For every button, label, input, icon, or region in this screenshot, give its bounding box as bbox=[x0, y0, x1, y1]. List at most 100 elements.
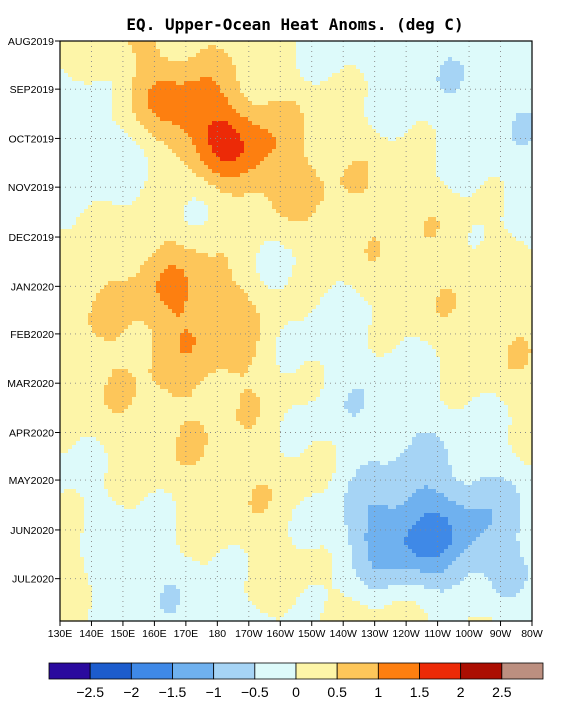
heat-cell bbox=[208, 69, 213, 74]
heat-cell bbox=[224, 121, 229, 126]
heat-cell bbox=[376, 137, 381, 142]
heat-cell bbox=[180, 165, 185, 170]
heat-cell bbox=[328, 85, 333, 90]
heat-cell bbox=[132, 201, 137, 206]
heat-cell bbox=[400, 137, 405, 142]
heat-cell bbox=[180, 101, 185, 106]
heat-cell bbox=[304, 49, 309, 54]
heat-cell bbox=[152, 105, 157, 110]
heat-cell bbox=[308, 101, 313, 106]
heat-cell bbox=[264, 69, 269, 74]
heat-cell bbox=[96, 205, 101, 210]
heat-cell bbox=[396, 61, 401, 66]
heat-cell bbox=[524, 145, 529, 150]
heat-cell bbox=[224, 177, 229, 182]
heat-cell bbox=[312, 57, 317, 62]
heat-cell bbox=[524, 49, 529, 54]
heat-cell bbox=[120, 65, 125, 70]
heat-cell bbox=[220, 89, 225, 94]
heat-cell bbox=[428, 113, 433, 118]
heat-cell bbox=[436, 97, 441, 102]
heat-cell bbox=[268, 153, 273, 158]
heat-cell bbox=[216, 101, 221, 106]
heat-cell bbox=[108, 113, 113, 118]
heat-cell bbox=[228, 181, 233, 186]
heat-cell bbox=[472, 173, 477, 178]
heat-cell bbox=[488, 129, 493, 134]
heat-cell bbox=[336, 161, 341, 166]
heat-cell bbox=[324, 145, 329, 150]
heat-cell bbox=[136, 173, 141, 178]
heat-cell bbox=[348, 129, 353, 134]
heat-cell bbox=[216, 57, 221, 62]
heat-cell bbox=[132, 165, 137, 170]
heat-cell bbox=[476, 45, 481, 50]
heat-cell bbox=[428, 49, 433, 54]
heat-cell bbox=[164, 173, 169, 178]
heat-cell bbox=[64, 189, 69, 194]
heat-cell bbox=[412, 137, 417, 142]
heat-cell bbox=[420, 105, 425, 110]
heat-cell bbox=[524, 173, 529, 178]
heat-cell bbox=[444, 145, 449, 150]
heat-cell bbox=[220, 145, 225, 150]
heat-cell bbox=[168, 81, 173, 86]
heat-cell bbox=[204, 125, 209, 130]
heat-cell bbox=[376, 181, 381, 186]
heat-cell bbox=[180, 121, 185, 126]
heat-cell bbox=[112, 93, 117, 98]
heat-cell bbox=[428, 157, 433, 162]
heat-cell bbox=[384, 153, 389, 158]
heat-cell bbox=[528, 165, 533, 170]
heat-cell bbox=[192, 69, 197, 74]
heat-cell bbox=[472, 69, 477, 74]
heat-cell bbox=[388, 61, 393, 66]
heat-cell bbox=[288, 77, 293, 82]
heat-cell bbox=[76, 193, 81, 198]
heat-cell bbox=[164, 189, 169, 194]
heat-cell bbox=[412, 149, 417, 154]
heat-cell bbox=[300, 149, 305, 154]
heat-cell bbox=[488, 77, 493, 82]
heat-cell bbox=[72, 69, 77, 74]
heat-cell bbox=[364, 193, 369, 198]
heat-cell bbox=[220, 125, 225, 130]
heat-cell bbox=[244, 173, 249, 178]
heat-cell bbox=[500, 65, 505, 70]
heat-cell bbox=[392, 201, 397, 206]
heat-cell bbox=[80, 197, 85, 202]
heat-cell bbox=[184, 153, 189, 158]
heat-cell bbox=[172, 61, 177, 66]
heat-cell bbox=[436, 161, 441, 166]
heat-cell bbox=[236, 177, 241, 182]
heat-cell bbox=[176, 201, 181, 206]
heat-cell bbox=[92, 45, 97, 50]
heat-cell bbox=[256, 133, 261, 138]
heat-cell bbox=[428, 61, 433, 66]
heat-cell bbox=[344, 89, 349, 94]
heat-cell bbox=[312, 85, 317, 90]
heat-cell bbox=[128, 121, 133, 126]
heat-cell bbox=[368, 113, 373, 118]
heat-cell bbox=[232, 97, 237, 102]
heat-cell bbox=[100, 189, 105, 194]
heat-cell bbox=[248, 105, 253, 110]
heat-cell bbox=[60, 173, 65, 178]
heat-cell bbox=[220, 197, 225, 202]
heat-cell bbox=[220, 105, 225, 110]
heat-cell bbox=[388, 177, 393, 182]
heat-cell bbox=[212, 81, 217, 86]
heat-cell bbox=[216, 113, 221, 118]
heat-cell bbox=[96, 69, 101, 74]
heat-cell bbox=[272, 197, 277, 202]
heat-cell bbox=[376, 61, 381, 66]
heat-cell bbox=[352, 157, 357, 162]
heat-cell bbox=[272, 113, 277, 118]
heat-cell bbox=[440, 141, 445, 146]
heat-cell bbox=[488, 85, 493, 90]
heat-cell bbox=[204, 45, 209, 50]
heat-cell bbox=[116, 137, 121, 142]
heat-cell bbox=[144, 201, 149, 206]
heat-cell bbox=[232, 85, 237, 90]
heat-cell bbox=[328, 173, 333, 178]
